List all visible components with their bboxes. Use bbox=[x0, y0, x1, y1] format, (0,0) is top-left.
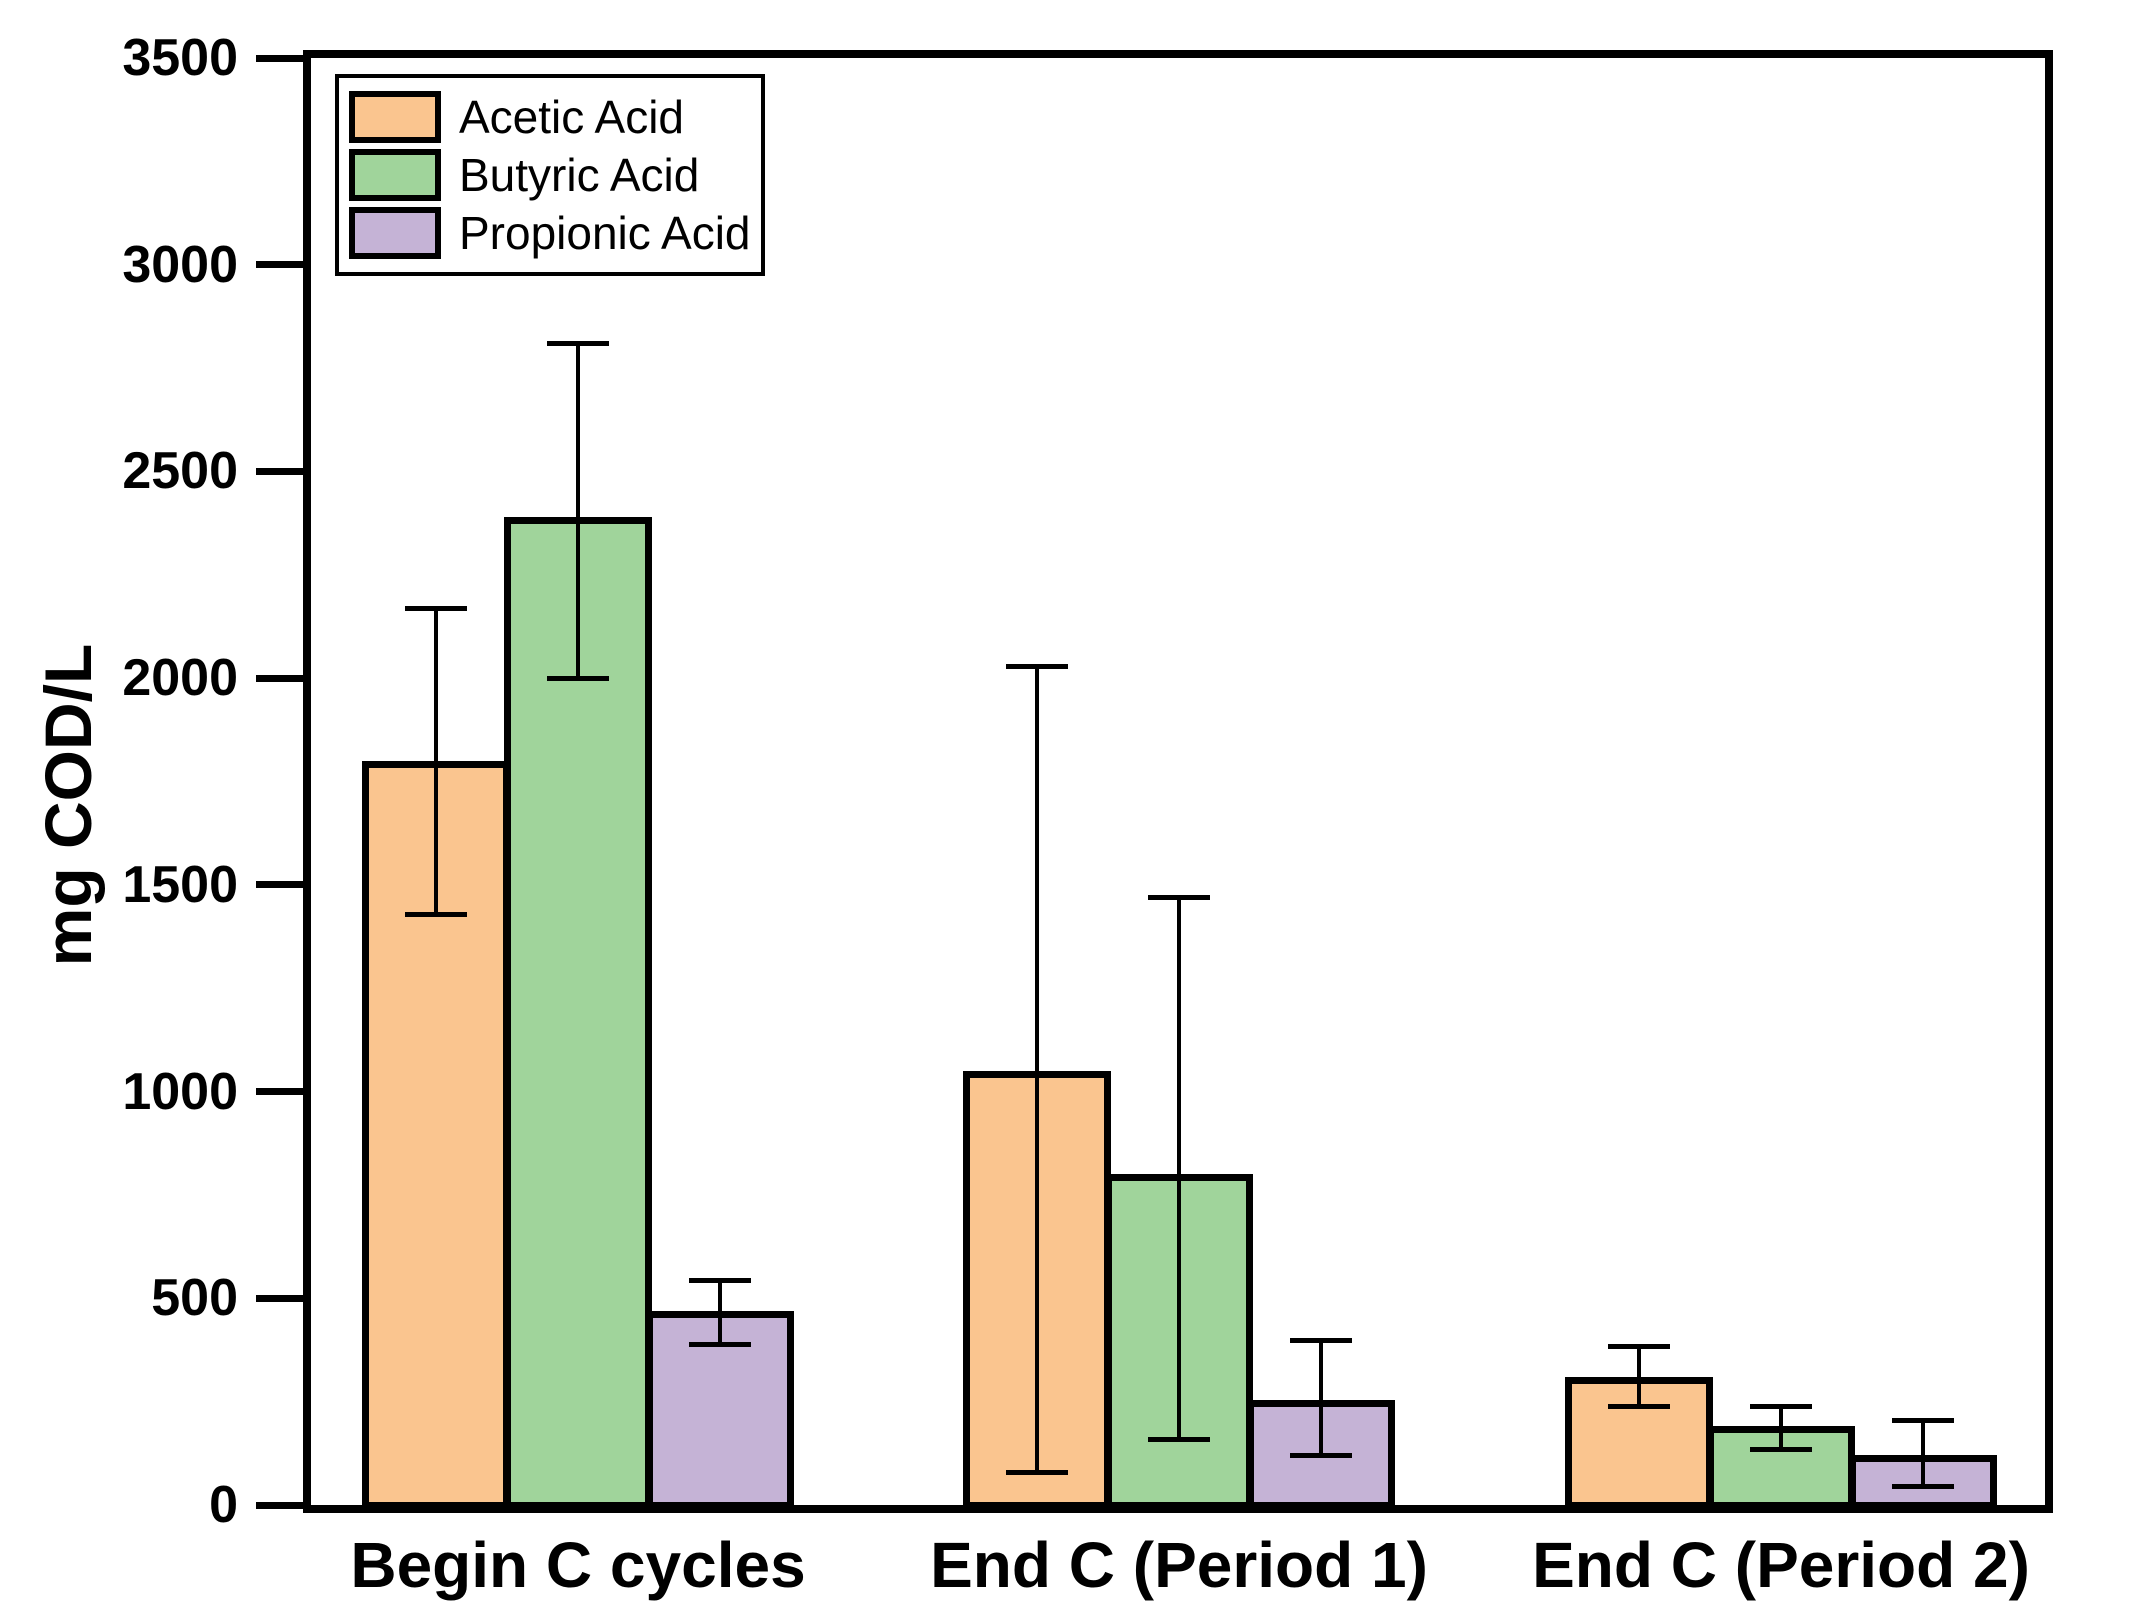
y-axis-tick-label: 2000 bbox=[122, 649, 238, 707]
error-bar-acetic-acid-end-c-period-2 bbox=[1637, 1346, 1641, 1406]
legend-swatch-propionic-acid bbox=[349, 207, 441, 259]
bar-butyric-acid-begin-c-cycles bbox=[504, 517, 652, 1509]
y-axis-tick bbox=[256, 261, 303, 268]
error-bar-propionic-acid-begin-c-cycles-bottom-cap bbox=[689, 1342, 751, 1347]
error-bar-butyric-acid-end-c-period-1 bbox=[1177, 897, 1181, 1439]
error-bar-acetic-acid-begin-c-cycles-top-cap bbox=[405, 606, 467, 611]
error-bar-acetic-acid-end-c-period-1 bbox=[1035, 666, 1039, 1472]
error-bar-butyric-acid-end-c-period-2-top-cap bbox=[1750, 1404, 1812, 1409]
error-bar-butyric-acid-end-c-period-1-top-cap bbox=[1148, 895, 1210, 900]
x-category-label-end-c-period-1: End C (Period 1) bbox=[930, 1529, 1428, 1601]
error-bar-propionic-acid-end-c-period-1 bbox=[1319, 1340, 1323, 1455]
error-bar-acetic-acid-begin-c-cycles-bottom-cap bbox=[405, 912, 467, 917]
y-axis-tick bbox=[256, 55, 303, 62]
error-bar-propionic-acid-end-c-period-1-bottom-cap bbox=[1290, 1453, 1352, 1458]
y-axis-tick bbox=[256, 675, 303, 682]
y-axis-tick-label: 0 bbox=[209, 1476, 238, 1534]
legend-item-butyric-acid: Butyric Acid bbox=[349, 148, 751, 202]
y-axis-tick bbox=[256, 881, 303, 888]
legend-item-acetic-acid: Acetic Acid bbox=[349, 90, 751, 144]
error-bar-propionic-acid-begin-c-cycles-top-cap bbox=[689, 1278, 751, 1283]
y-axis-title: mg COD/L bbox=[31, 643, 105, 967]
error-bar-butyric-acid-end-c-period-2 bbox=[1779, 1406, 1783, 1449]
legend-label: Propionic Acid bbox=[459, 207, 751, 259]
y-axis-tick-label: 2500 bbox=[122, 442, 238, 500]
error-bar-acetic-acid-end-c-period-2-top-cap bbox=[1608, 1344, 1670, 1349]
legend-label: Butyric Acid bbox=[459, 149, 700, 201]
legend: Acetic Acid Butyric Acid Propionic Acid bbox=[335, 74, 765, 276]
legend-label: Acetic Acid bbox=[459, 91, 684, 143]
error-bar-acetic-acid-end-c-period-2-bottom-cap bbox=[1608, 1404, 1670, 1409]
legend-item-propionic-acid: Propionic Acid bbox=[349, 206, 751, 260]
error-bar-acetic-acid-begin-c-cycles bbox=[434, 608, 438, 914]
error-bar-propionic-acid-begin-c-cycles bbox=[718, 1280, 722, 1344]
y-axis-tick-label: 500 bbox=[151, 1269, 238, 1327]
y-axis-tick-label: 1000 bbox=[122, 1063, 238, 1121]
error-bar-propionic-acid-end-c-period-2-top-cap bbox=[1892, 1418, 1954, 1423]
y-axis-tick-label: 3500 bbox=[122, 29, 238, 87]
x-category-label-end-c-period-2: End C (Period 2) bbox=[1532, 1529, 2030, 1601]
error-bar-butyric-acid-end-c-period-2-bottom-cap bbox=[1750, 1447, 1812, 1452]
y-axis-tick bbox=[256, 1502, 303, 1509]
error-bar-propionic-acid-end-c-period-2 bbox=[1921, 1420, 1925, 1486]
x-category-label-begin-c-cycles: Begin C cycles bbox=[350, 1529, 806, 1601]
error-bar-butyric-acid-begin-c-cycles-top-cap bbox=[547, 341, 609, 346]
y-axis-tick bbox=[256, 468, 303, 475]
error-bar-butyric-acid-begin-c-cycles-bottom-cap bbox=[547, 676, 609, 681]
error-bar-butyric-acid-begin-c-cycles bbox=[576, 343, 580, 678]
legend-swatch-acetic-acid bbox=[349, 91, 441, 143]
error-bar-propionic-acid-end-c-period-1-top-cap bbox=[1290, 1338, 1352, 1343]
error-bar-butyric-acid-end-c-period-1-bottom-cap bbox=[1148, 1437, 1210, 1442]
error-bar-propionic-acid-end-c-period-2-bottom-cap bbox=[1892, 1484, 1954, 1489]
error-bar-acetic-acid-end-c-period-1-top-cap bbox=[1006, 664, 1068, 669]
y-axis-tick-label: 1500 bbox=[122, 856, 238, 914]
y-axis-tick bbox=[256, 1295, 303, 1302]
y-axis-tick bbox=[256, 1088, 303, 1095]
legend-swatch-butyric-acid bbox=[349, 149, 441, 201]
error-bar-acetic-acid-end-c-period-1-bottom-cap bbox=[1006, 1470, 1068, 1475]
y-axis-tick-label: 3000 bbox=[122, 236, 238, 294]
